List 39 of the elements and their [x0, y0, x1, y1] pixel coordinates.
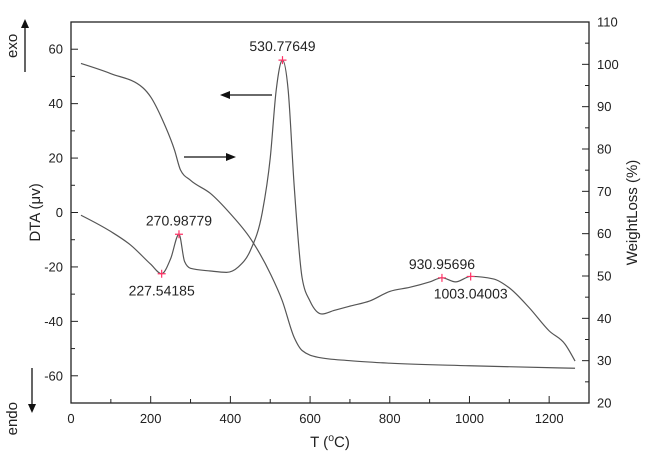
x-tick-label: 1200 [534, 411, 564, 426]
y2-tick-label: 50 [597, 268, 612, 284]
x-axis-title: T ($^{o}$C) [310, 432, 350, 451]
point [278, 56, 288, 65]
y-tick-label: -60 [44, 368, 63, 384]
y2-tick-label: 60 [597, 226, 612, 242]
point [174, 230, 184, 239]
annotation: 930.95696 [408, 256, 476, 272]
y-tick-label: -20 [44, 259, 63, 274]
y-tick-label: 20 [48, 150, 63, 166]
y2-tick-label: 40 [597, 310, 612, 326]
y-tick-label: 0 [56, 205, 63, 220]
annotation: 1003.04003 [434, 285, 508, 302]
annotation: 530.77649 [249, 38, 316, 54]
x-tick-label: 800 [378, 411, 401, 426]
y-axis-title: DTA (μv) [27, 183, 44, 242]
y2-tick-label: 30 [597, 353, 612, 368]
annotation: 270.98779 [146, 212, 212, 228]
y-tick-label: 40 [48, 96, 63, 112]
y-tick-label: 60 [48, 42, 63, 57]
text: exo [4, 34, 21, 58]
y2-tick-label: 100 [597, 56, 619, 72]
text: endo [4, 402, 21, 436]
x-tick-label: 600 [299, 411, 321, 426]
y2-tick-label: 110 [597, 14, 618, 30]
y2-tick-label: 80 [597, 142, 612, 156]
x-tick-label: 1000 [455, 411, 484, 426]
annotation: 227.54185 [128, 282, 195, 299]
point [157, 269, 166, 278]
x-tick-label: 400 [220, 411, 242, 426]
y2-tick-label: 20 [597, 396, 612, 410]
point [437, 273, 447, 282]
y-tick-label: -40 [44, 314, 63, 329]
x-tick-label: 0 [67, 411, 75, 426]
x-tick-label: 200 [140, 411, 162, 426]
y2-axis-title: WeightLoss (%) [624, 160, 641, 266]
y2-tick-label: 70 [597, 184, 612, 199]
point [466, 272, 476, 282]
y2-tick-label: 90 [597, 99, 612, 114]
